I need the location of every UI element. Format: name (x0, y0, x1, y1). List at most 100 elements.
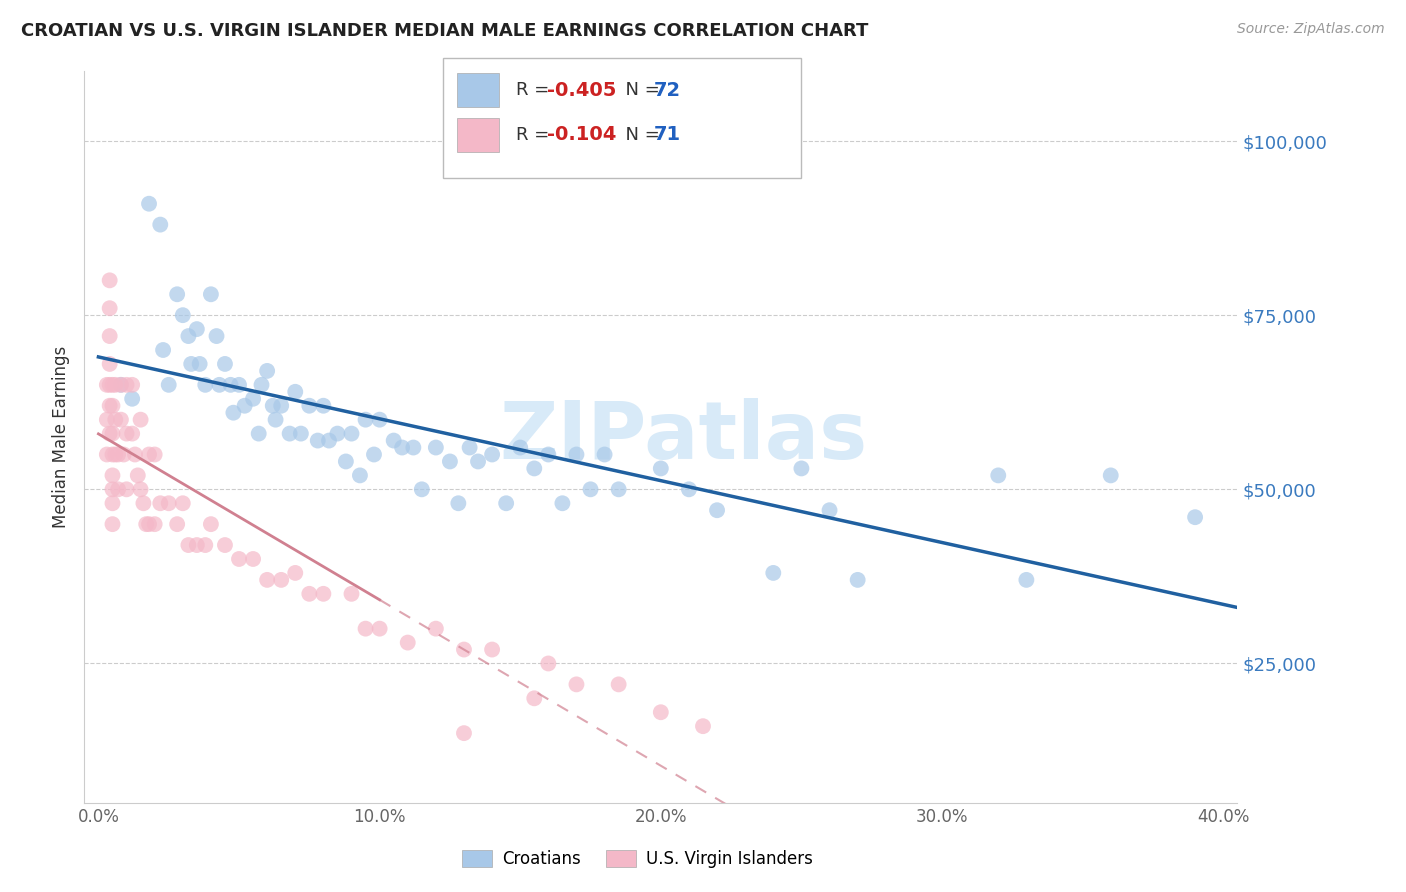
Point (101, 517, 124, 532)
Point (242, 392, 264, 406)
Y-axis label: Median Male Earnings: Median Male Earnings (52, 346, 70, 528)
Point (96, 448, 118, 462)
Text: CROATIAN VS U.S. VIRGIN ISLANDER MEDIAN MALE EARNINGS CORRELATION CHART: CROATIAN VS U.S. VIRGIN ISLANDER MEDIAN … (21, 22, 869, 40)
Point (166, 287, 188, 301)
Point (157, 496, 180, 510)
Point (425, 441, 447, 455)
Point (101, 377, 124, 392)
Point (222, 406, 245, 420)
Point (692, 719, 714, 733)
Text: N =: N = (614, 81, 666, 99)
Point (363, 448, 385, 462)
Point (101, 468, 124, 483)
Point (391, 441, 413, 455)
Point (762, 566, 785, 580)
Point (1099, 468, 1122, 483)
Point (98, 357, 121, 371)
Point (172, 308, 194, 322)
Point (354, 412, 377, 426)
Point (579, 483, 602, 497)
Point (121, 426, 143, 441)
Text: R =: R = (516, 81, 555, 99)
Point (250, 377, 273, 392)
Point (98, 329, 121, 343)
Point (349, 468, 371, 483)
Point (270, 573, 292, 587)
Point (149, 496, 172, 510)
Point (143, 517, 166, 532)
Point (298, 587, 321, 601)
Point (115, 377, 138, 392)
Point (194, 538, 217, 552)
Point (1015, 573, 1038, 587)
Point (354, 622, 377, 636)
Text: 71: 71 (654, 125, 681, 145)
Point (98, 426, 121, 441)
Point (706, 503, 728, 517)
Point (447, 496, 470, 510)
Point (509, 441, 531, 455)
Point (149, 218, 172, 232)
Text: Source: ZipAtlas.com: Source: ZipAtlas.com (1237, 22, 1385, 37)
Text: R =: R = (516, 126, 555, 144)
Point (166, 517, 188, 532)
Point (818, 503, 841, 517)
Point (208, 377, 231, 392)
Point (214, 357, 236, 371)
Point (987, 468, 1010, 483)
Point (312, 399, 335, 413)
Point (107, 448, 129, 462)
Point (453, 642, 475, 657)
Point (107, 483, 129, 497)
Point (138, 448, 160, 462)
Point (228, 552, 250, 566)
Point (101, 399, 124, 413)
Point (523, 461, 546, 475)
Point (98, 273, 121, 287)
Point (425, 622, 447, 636)
Point (180, 357, 202, 371)
Point (368, 622, 391, 636)
Point (101, 426, 124, 441)
Point (157, 377, 180, 392)
Point (368, 412, 391, 426)
Point (121, 377, 143, 392)
Point (523, 691, 546, 706)
Point (326, 426, 349, 441)
Point (481, 448, 503, 462)
Text: -0.104: -0.104 (547, 125, 616, 145)
Point (129, 483, 152, 497)
Point (110, 412, 132, 426)
Point (186, 322, 208, 336)
Point (101, 448, 124, 462)
Point (228, 377, 250, 392)
Point (270, 399, 292, 413)
Point (138, 517, 160, 532)
Point (318, 434, 340, 448)
Point (177, 329, 200, 343)
Point (290, 426, 312, 441)
Point (110, 377, 132, 392)
Point (194, 377, 217, 392)
Point (138, 196, 160, 211)
Point (101, 496, 124, 510)
Point (188, 357, 211, 371)
Point (186, 538, 208, 552)
Point (214, 538, 236, 552)
Point (104, 377, 127, 392)
Point (172, 496, 194, 510)
Point (98, 377, 121, 392)
Point (458, 441, 481, 455)
Point (256, 573, 278, 587)
Point (124, 448, 146, 462)
Point (219, 377, 242, 392)
Point (115, 483, 138, 497)
Point (650, 705, 672, 719)
Point (453, 726, 475, 740)
Point (256, 364, 278, 378)
Point (115, 426, 138, 441)
Point (152, 343, 174, 357)
Point (233, 399, 256, 413)
Point (127, 468, 149, 483)
Point (495, 496, 517, 510)
